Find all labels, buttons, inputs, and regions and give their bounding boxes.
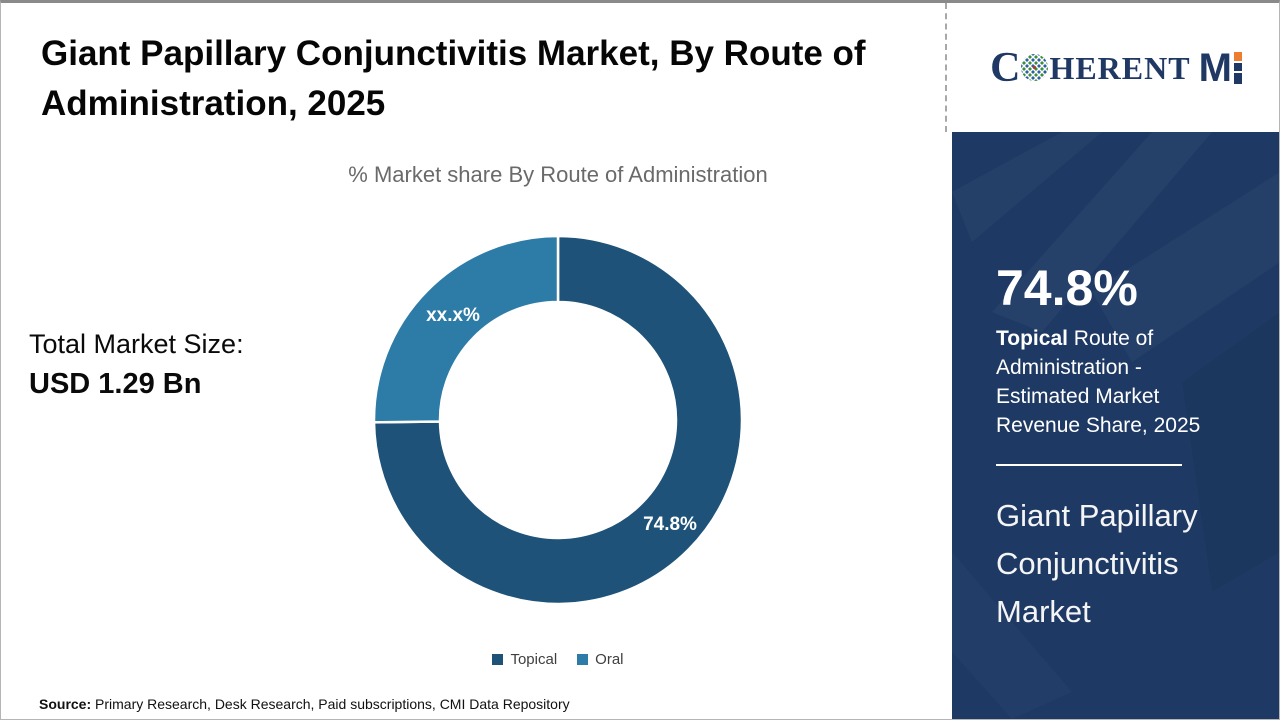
logo-letters-herent: HERENT	[1049, 49, 1191, 86]
logo-letter-c: C	[990, 44, 1021, 91]
total-market-label: Total Market Size:	[29, 329, 244, 359]
topical-share-label: 74.8%	[643, 514, 697, 535]
sidebar-stat-rest: Route of Administration - Estimated Mark…	[996, 327, 1201, 437]
source-label: Source:	[39, 696, 92, 712]
legend-label-topical: Topical	[510, 650, 558, 668]
sidebar-stat-description: Topical Route of Administration - Estima…	[996, 324, 1236, 440]
sidebar-stat-segment: Topical	[996, 327, 1068, 350]
donut-slice-topical	[372, 234, 744, 606]
topical-swatch-icon	[492, 653, 504, 665]
donut-chart: xx.x% 74.8%	[368, 230, 748, 610]
legend-item-topical: Topical	[492, 651, 557, 668]
donut-chart-svg	[372, 234, 744, 606]
oral-swatch-icon	[577, 653, 589, 665]
sidebar-divider	[996, 464, 1182, 466]
page-title: Giant Papillary Conjunctivitis Market, B…	[41, 34, 866, 123]
sidebar-market-name: Giant Papillary Conjunctivitis Market	[996, 498, 1198, 629]
dashed-separator	[945, 3, 947, 132]
logo-letter-m: M	[1198, 45, 1232, 90]
donut-slice-oral	[372, 234, 560, 424]
oral-share-label: xx.x%	[426, 305, 480, 326]
legend-item-oral: Oral	[577, 650, 624, 668]
total-market-size: Total Market Size: USD 1.29 Bn	[29, 325, 244, 405]
chart-title: % Market share By Route of Administratio…	[348, 162, 768, 187]
coherentmi-logo: C HERENT M	[953, 3, 1279, 132]
total-market-value: USD 1.29 Bn	[29, 368, 202, 400]
sidebar-stat-value: 74.8%	[996, 260, 1138, 316]
sidebar: 74.8% Topical Route of Administration - …	[952, 132, 1279, 719]
sidebar-texture	[1182, 312, 1279, 592]
legend-label-oral: Oral	[595, 650, 624, 668]
logo-segmented-i-icon	[1233, 51, 1242, 84]
source-text: Primary Research, Desk Research, Paid su…	[91, 696, 570, 712]
chart-legend: Topical Oral	[101, 649, 1015, 669]
globe-dots-icon	[1021, 54, 1049, 81]
source-note: Source: Primary Research, Desk Research,…	[39, 696, 570, 712]
